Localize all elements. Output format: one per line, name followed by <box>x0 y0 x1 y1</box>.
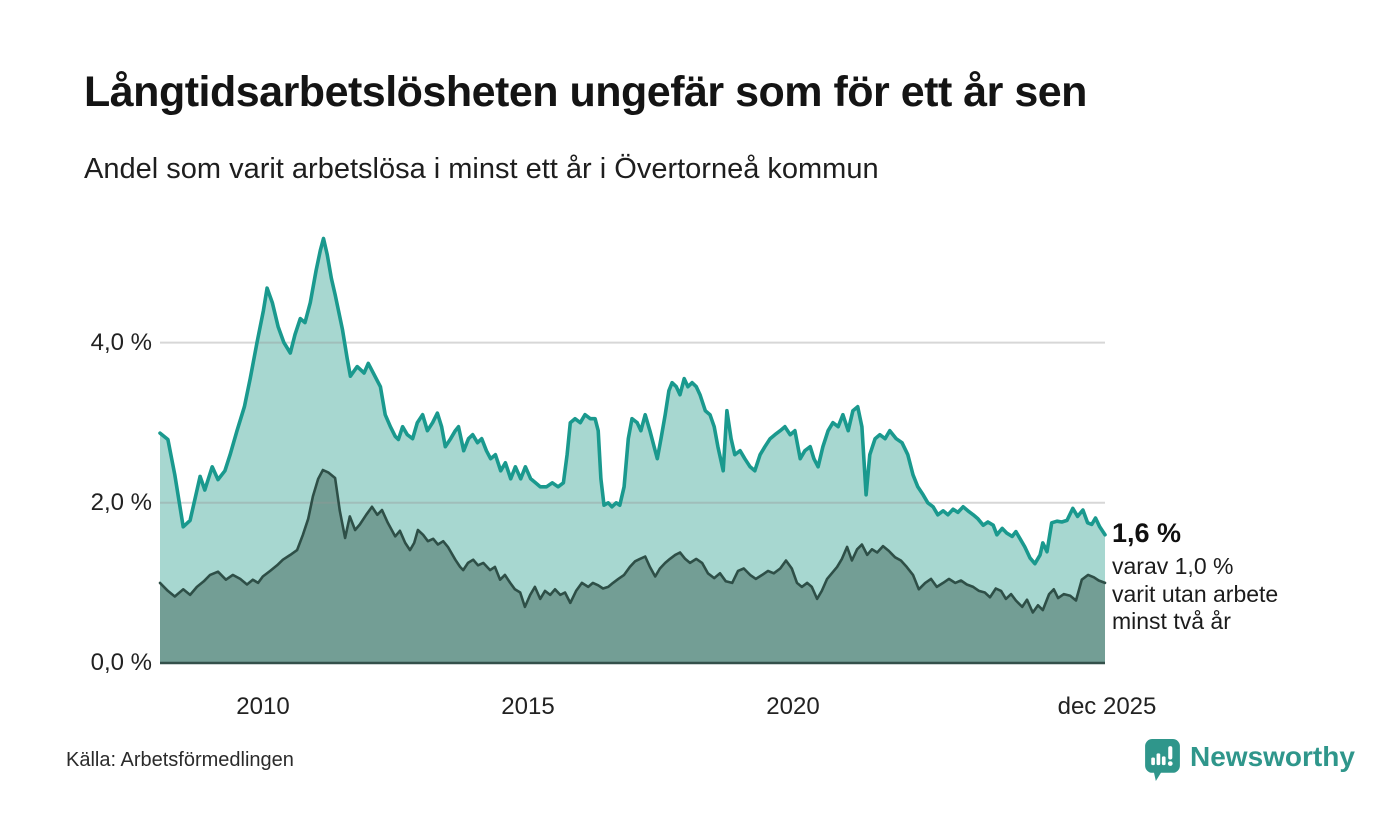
y-axis-tick-0pct: 0,0 % <box>90 649 152 676</box>
y-axis-tick-2pct: 2,0 % <box>90 489 152 516</box>
y-axis-tick-4pct: 4,0 % <box>90 329 152 356</box>
newsworthy-pin-barchart-icon <box>1144 738 1181 787</box>
x-axis-tick-2015: 2015 <box>501 693 555 720</box>
x-axis-tick-dec-2025: dec 2025 <box>1057 693 1157 720</box>
latest-value-total: 1,6 % <box>1112 518 1182 548</box>
newsworthy-logo[interactable]: Newsworthy <box>1144 738 1355 787</box>
x-axis-tick-2020: 2020 <box>766 693 820 720</box>
x-axis-tick-2010: 2010 <box>236 693 290 720</box>
annotation-line-3: minst två år <box>1112 608 1231 634</box>
page-title: Långtidsarbetslösheten ungefär som för e… <box>84 68 1087 116</box>
annotation-line-2: varit utan arbete <box>1112 580 1279 607</box>
annotation-line-1: varav 1,0 % <box>1112 553 1234 579</box>
source-note: Källa: Arbetsförmedlingen <box>66 749 294 771</box>
newsworthy-wordmark: Newsworthy <box>1190 741 1355 772</box>
page-subtitle: Andel som varit arbetslösa i minst ett å… <box>84 153 879 185</box>
latest-value-annotation: 1,6 % varav 1,0 % varit utan arbete mins… <box>1112 518 1372 636</box>
